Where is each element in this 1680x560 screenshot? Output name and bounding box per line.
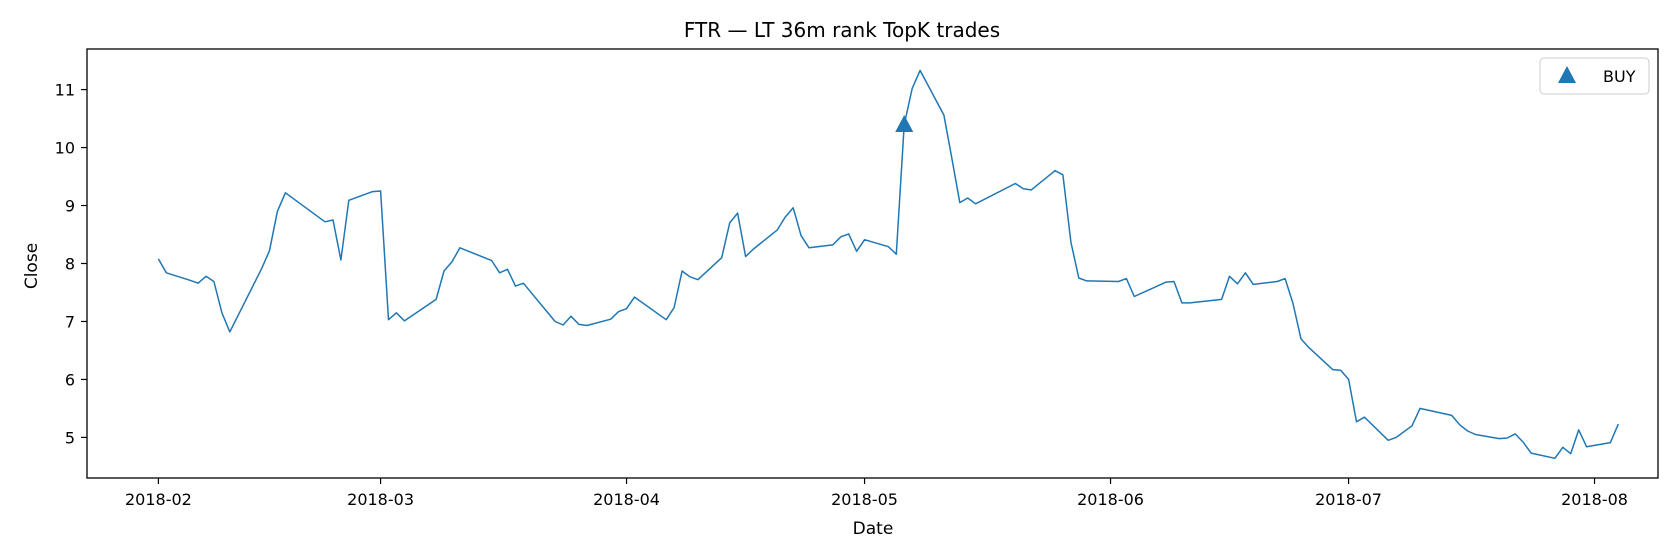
plot-area: 2018-02 2018-03 2018-04 2018-05 2018-06 2018-… bbox=[55, 48, 1659, 509]
y-tick-label: 9 bbox=[65, 197, 75, 216]
buy-marker-triangle bbox=[895, 114, 914, 132]
y-tick-label: 5 bbox=[65, 428, 75, 447]
x-tick-label: 2018-05 bbox=[831, 490, 898, 509]
x-tick-label: 2018-06 bbox=[1077, 490, 1144, 509]
y-tick-label: 8 bbox=[65, 255, 75, 274]
x-axis-label: Date bbox=[853, 519, 894, 539]
y-axis-label: Close bbox=[22, 243, 42, 289]
legend-buy-label: BUY bbox=[1603, 67, 1636, 86]
chart-title: FTR — LT 36m rank TopK trades bbox=[684, 18, 1000, 42]
x-axis-ticks: 2018-02 2018-03 2018-04 2018-05 2018-06 2018-… bbox=[125, 478, 1628, 509]
x-tick-label: 2018-07 bbox=[1315, 490, 1382, 509]
y-tick-label: 11 bbox=[55, 81, 75, 100]
buy-markers bbox=[895, 114, 914, 132]
series-layer bbox=[157, 69, 1619, 460]
y-axis-ticks: 5 6 7 8 9 10 11 bbox=[55, 81, 87, 447]
x-tick-label: 2018-03 bbox=[347, 490, 414, 509]
x-tick-label: 2018-04 bbox=[593, 490, 660, 509]
plot-frame bbox=[86, 48, 1659, 479]
legend-buy-triangle-icon bbox=[1558, 66, 1576, 83]
y-tick-label: 7 bbox=[65, 312, 75, 331]
x-tick-label: 2018-08 bbox=[1561, 490, 1628, 509]
close-price-line bbox=[157, 69, 1619, 460]
legend: BUY bbox=[1539, 57, 1650, 95]
x-tick-label: 2018-02 bbox=[125, 490, 192, 509]
y-tick-label: 10 bbox=[55, 139, 75, 158]
y-tick-label: 6 bbox=[65, 370, 75, 389]
